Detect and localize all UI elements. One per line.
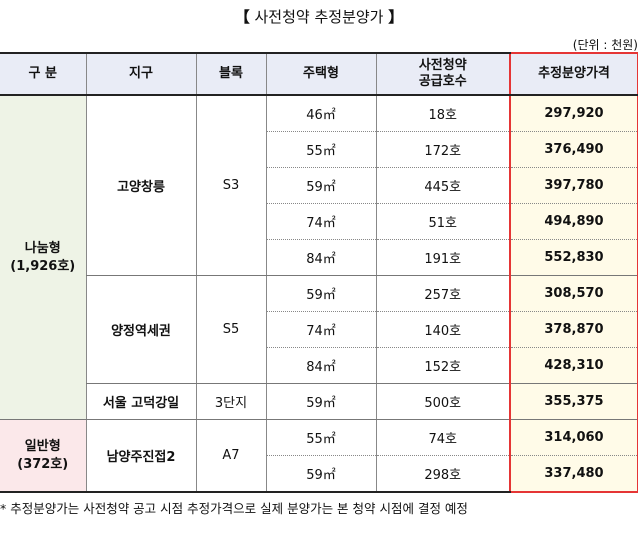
title-text: 사전청약 추정분양가 bbox=[249, 8, 389, 26]
block-namyang: A7 bbox=[195, 419, 266, 493]
supply-count-cell: 298호 bbox=[375, 455, 510, 493]
house-type-cell: 59㎡ bbox=[265, 167, 376, 204]
district-goyang: 고양창릉 bbox=[85, 95, 196, 276]
category-general-total: (372호) bbox=[17, 456, 69, 472]
estimated-price-cell: 397,780 bbox=[509, 167, 638, 204]
house-type-cell: 84㎡ bbox=[265, 347, 376, 384]
district-seoul: 서울 고덕강일 bbox=[85, 383, 196, 420]
estimated-price-cell: 376,490 bbox=[509, 131, 638, 168]
district-namyang: 남양주진접2 bbox=[85, 419, 196, 493]
title-close-bracket: 】 bbox=[388, 8, 404, 26]
category-general-cell: 일반형 (372호) bbox=[0, 419, 86, 493]
house-type-cell: 84㎡ bbox=[265, 239, 376, 276]
header-row: 구 분 지구 블록 주택형 사전청약 공급호수 추정분양가격 bbox=[0, 52, 638, 96]
header-supply-count: 사전청약 공급호수 bbox=[375, 52, 510, 96]
estimated-price-cell: 308,570 bbox=[509, 275, 638, 312]
header-estimated-price: 추정분양가격 bbox=[509, 52, 638, 96]
table-row: 59㎡ 445호 397,780 bbox=[0, 167, 638, 204]
table-row: 55㎡ 172호 376,490 bbox=[0, 131, 638, 168]
table-row: 84㎡ 191호 552,830 bbox=[0, 239, 638, 276]
table-row: 84㎡ 152호 428,310 bbox=[0, 347, 638, 384]
house-type-cell: 55㎡ bbox=[265, 419, 376, 456]
header-supply-line2: 공급호수 bbox=[418, 74, 467, 89]
category-share-cell: 나눔형 (1,926호) bbox=[0, 95, 86, 420]
table-row: 74㎡ 51호 494,890 bbox=[0, 203, 638, 240]
house-type-cell: 59㎡ bbox=[265, 383, 376, 420]
estimated-price-cell: 297,920 bbox=[509, 95, 638, 132]
table-row: 양정역세권 S5 59㎡ 257호 308,570 bbox=[0, 275, 638, 384]
estimated-price-cell: 314,060 bbox=[509, 419, 638, 456]
district-yangjeong: 양정역세권 bbox=[85, 275, 196, 384]
header-supply-line1: 사전청약 bbox=[418, 58, 467, 73]
block-goyang: S3 bbox=[195, 95, 266, 276]
supply-count-cell: 257호 bbox=[375, 275, 510, 312]
table-row: 59㎡ 298호 337,480 bbox=[0, 455, 638, 493]
category-share-name: 나눔형 bbox=[24, 240, 61, 256]
unit-label: (단위 : 천원) bbox=[572, 38, 638, 52]
supply-count-cell: 51호 bbox=[375, 203, 510, 240]
supply-count-cell: 500호 bbox=[375, 383, 510, 420]
estimated-price-cell: 378,870 bbox=[509, 311, 638, 348]
page-title: 【 사전청약 추정분양가 】 bbox=[0, 6, 638, 27]
table-row: 나눔형 (1,926호) 고양창릉 S3 46㎡ 18호 297,920 bbox=[0, 95, 638, 420]
estimated-price-cell: 552,830 bbox=[509, 239, 638, 276]
footnote: * 추정분양가는 사전청약 공고 시점 추정가격으로 실제 분양가는 본 청약 … bbox=[0, 501, 468, 516]
house-type-cell: 74㎡ bbox=[265, 311, 376, 348]
price-table: 구 분 지구 블록 주택형 사전청약 공급호수 추정분양가격 나눔형 (1,926호… bbox=[0, 52, 638, 493]
category-general-name: 일반형 bbox=[24, 438, 61, 454]
estimated-price-cell: 428,310 bbox=[509, 347, 638, 384]
supply-count-cell: 172호 bbox=[375, 131, 510, 168]
title-open-bracket: 【 bbox=[234, 8, 250, 26]
header-category: 구 분 bbox=[0, 52, 86, 96]
supply-count-cell: 18호 bbox=[375, 95, 510, 132]
house-type-cell: 74㎡ bbox=[265, 203, 376, 240]
house-type-cell: 55㎡ bbox=[265, 131, 376, 168]
supply-count-cell: 140호 bbox=[375, 311, 510, 348]
header-district: 지구 bbox=[85, 52, 196, 96]
supply-count-cell: 74호 bbox=[375, 419, 510, 456]
estimated-price-cell: 337,480 bbox=[509, 455, 638, 493]
estimated-price-cell: 494,890 bbox=[509, 203, 638, 240]
house-type-cell: 59㎡ bbox=[265, 275, 376, 312]
block-seoul: 3단지 bbox=[195, 383, 266, 420]
header-house-type: 주택형 bbox=[265, 52, 376, 96]
header-block: 블록 bbox=[195, 52, 266, 96]
house-type-cell: 59㎡ bbox=[265, 455, 376, 493]
block-yangjeong: S5 bbox=[195, 275, 266, 384]
estimated-price-cell: 355,375 bbox=[509, 383, 638, 420]
table-row: 서울 고덕강일 3단지 59㎡ 500호 355,375 bbox=[0, 383, 638, 420]
house-type-cell: 46㎡ bbox=[265, 95, 376, 132]
supply-count-cell: 191호 bbox=[375, 239, 510, 276]
table-row: 일반형 (372호) 남양주진접2 A7 55㎡ 74호 314,060 bbox=[0, 419, 638, 493]
supply-count-cell: 445호 bbox=[375, 167, 510, 204]
supply-count-cell: 152호 bbox=[375, 347, 510, 384]
category-share-total: (1,926호) bbox=[10, 258, 76, 274]
table-row: 74㎡ 140호 378,870 bbox=[0, 311, 638, 348]
